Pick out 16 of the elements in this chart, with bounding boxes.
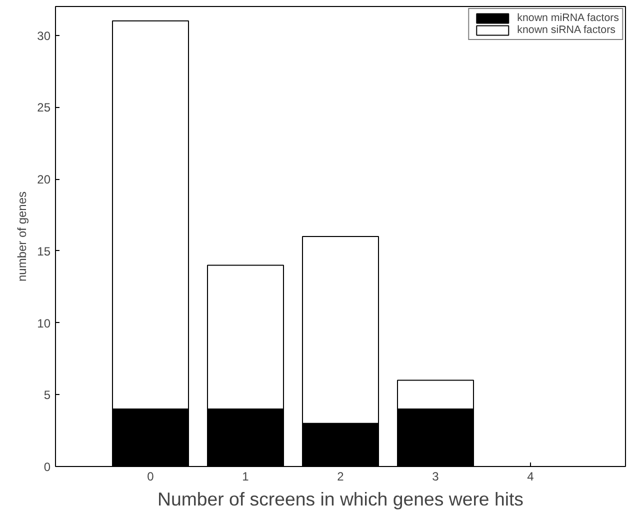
y-tick-label: 30 (37, 28, 51, 43)
legend-label: known miRNA factors (517, 12, 619, 24)
x-axis-title: Number of screens in which genes were hits (157, 488, 524, 510)
y-tick-label: 20 (37, 172, 51, 186)
y-tick-label: 25 (37, 100, 51, 115)
x-tick-label: 1 (242, 470, 250, 484)
x-tick-label: 4 (527, 470, 534, 484)
y-tick-label: 0 (44, 460, 51, 474)
legend-label: known siRNA factors (517, 24, 616, 36)
y-tick-label: 15 (37, 244, 51, 258)
y-tick-label: 5 (44, 388, 51, 402)
y-tick-label: 10 (37, 316, 51, 330)
y-axis-title: number of genes (15, 191, 30, 282)
x-tick-label: 3 (432, 470, 440, 484)
x-tick-label: 2 (337, 470, 344, 484)
x-tick-label: 0 (147, 470, 154, 484)
